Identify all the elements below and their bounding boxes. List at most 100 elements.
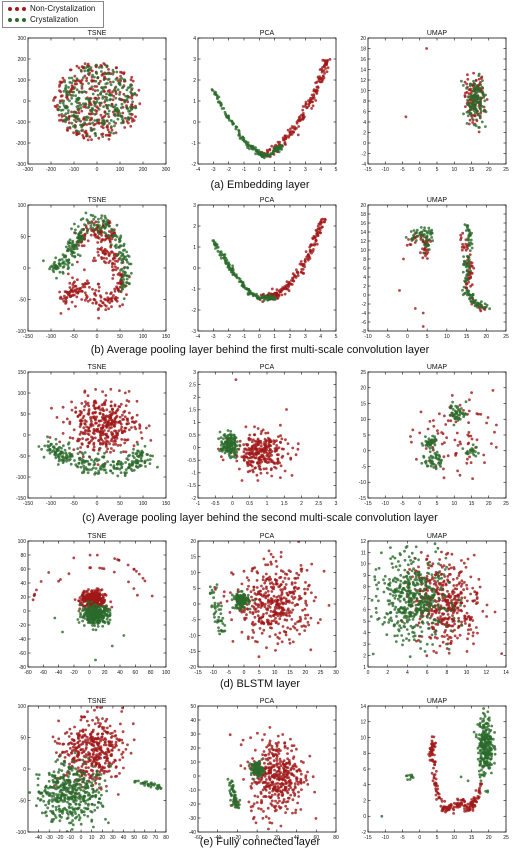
data-point <box>490 442 493 445</box>
data-point <box>81 128 85 132</box>
data-point <box>315 90 319 93</box>
data-point <box>483 302 487 306</box>
data-point <box>92 256 96 260</box>
data-point <box>107 68 110 71</box>
y-tick-label: 2 <box>363 284 366 290</box>
data-point <box>117 558 121 562</box>
x-tick-label: -100 <box>46 501 56 507</box>
data-point <box>283 469 287 473</box>
data-point <box>100 73 104 77</box>
data-point <box>477 74 481 77</box>
x-tick-label: -60 <box>40 670 47 676</box>
data-point <box>470 283 474 287</box>
data-point <box>88 285 91 289</box>
x-tick-label: -0.5 <box>211 501 220 507</box>
data-point <box>86 69 90 73</box>
data-point <box>468 118 472 122</box>
y-tick-label: -4 <box>362 162 367 168</box>
data-point <box>99 408 102 412</box>
y-tick-label: 100 <box>18 203 27 209</box>
data-point <box>75 79 78 83</box>
x-tick-label: 20 <box>484 334 490 340</box>
data-point <box>98 304 102 308</box>
data-point <box>74 94 77 98</box>
data-point <box>104 614 108 617</box>
data-point <box>432 419 435 422</box>
data-point <box>473 92 477 96</box>
data-point <box>111 277 115 280</box>
data-point <box>77 456 81 460</box>
data-point <box>424 239 428 242</box>
data-point <box>84 400 87 404</box>
data-point <box>98 602 102 606</box>
data-point <box>82 608 86 612</box>
data-point <box>435 450 439 454</box>
data-point <box>469 269 472 273</box>
data-point <box>98 411 102 415</box>
data-point <box>326 66 330 70</box>
data-point <box>93 113 97 116</box>
data-point <box>479 83 482 87</box>
data-point <box>90 75 94 79</box>
data-point <box>246 462 250 465</box>
data-point <box>140 436 144 440</box>
data-point <box>103 85 106 89</box>
data-point <box>111 229 115 233</box>
data-point <box>455 431 459 435</box>
y-tick-label: 0 <box>23 609 26 615</box>
data-point <box>242 455 246 459</box>
y-tick-label: 2 <box>193 224 196 230</box>
data-point <box>265 646 268 650</box>
data-point <box>95 109 99 113</box>
data-point <box>52 99 55 102</box>
data-point <box>473 111 477 115</box>
data-point <box>82 236 86 240</box>
y-tick-label: 8 <box>363 99 366 105</box>
data-point <box>130 460 134 463</box>
data-point <box>123 248 126 252</box>
data-point <box>118 238 121 242</box>
data-point <box>58 290 61 294</box>
data-point <box>238 277 242 281</box>
data-point <box>409 435 412 438</box>
x-tick-label: 60 <box>133 670 139 676</box>
data-point <box>81 619 84 623</box>
data-point <box>94 467 98 470</box>
data-point <box>87 82 90 85</box>
data-point <box>114 103 118 107</box>
data-point <box>90 468 93 471</box>
data-point <box>92 427 96 431</box>
data-point <box>120 261 124 265</box>
data-point <box>477 112 480 116</box>
data-point <box>280 147 284 151</box>
data-point <box>122 410 126 414</box>
data-point <box>92 445 96 449</box>
data-point <box>279 550 283 554</box>
data-point <box>83 291 87 295</box>
data-point <box>80 86 84 90</box>
data-point <box>101 624 105 628</box>
data-point <box>112 268 116 272</box>
data-point <box>100 588 104 592</box>
data-point <box>96 598 100 602</box>
data-point <box>240 582 244 586</box>
data-point <box>113 289 117 293</box>
data-point <box>256 437 260 441</box>
data-point <box>277 150 281 154</box>
data-point <box>276 296 280 300</box>
y-tick-label: 12 <box>360 239 366 245</box>
data-point <box>60 115 64 118</box>
data-point <box>57 262 61 265</box>
data-point <box>92 127 96 131</box>
data-point <box>76 618 80 621</box>
data-point <box>316 232 320 235</box>
data-point <box>228 268 231 271</box>
data-point <box>54 451 58 455</box>
data-point <box>124 255 127 259</box>
data-point <box>249 463 253 466</box>
data-point <box>106 440 110 444</box>
data-point <box>74 124 77 128</box>
data-point <box>415 457 418 461</box>
data-point <box>75 117 79 120</box>
data-point <box>83 90 86 93</box>
